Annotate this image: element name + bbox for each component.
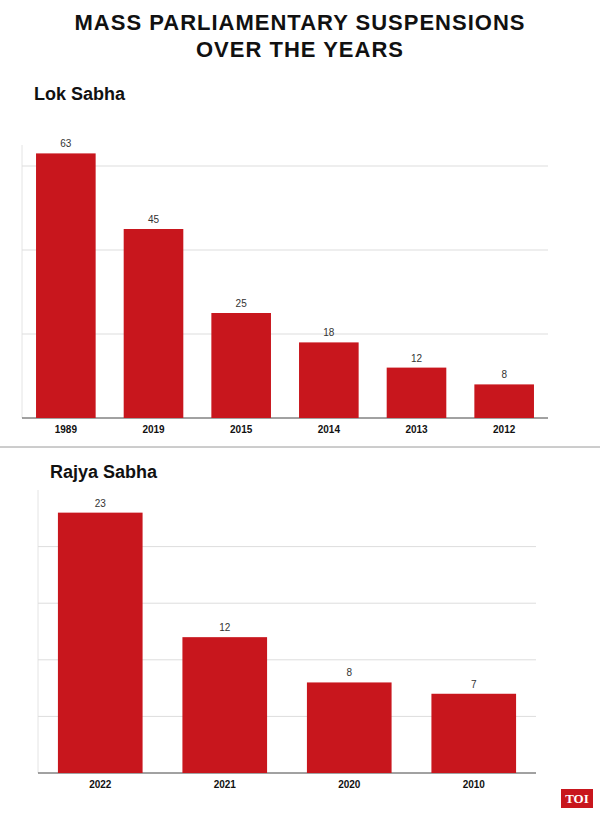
category-label: 1989 — [55, 424, 78, 435]
category-label: 2010 — [463, 779, 486, 790]
data-label: 12 — [219, 622, 231, 633]
logo: TOI — [565, 791, 589, 806]
bar — [58, 513, 143, 773]
category-label: 2012 — [493, 424, 516, 435]
grid-line — [22, 250, 548, 251]
data-label: 8 — [346, 667, 352, 678]
bar — [299, 342, 359, 418]
panel-title: Rajya Sabha — [50, 462, 158, 482]
bar — [474, 384, 534, 418]
panel: Rajya Sabha 23 2022 12 2021 8 2020 7 2010 — [38, 462, 536, 790]
logo-box — [561, 789, 593, 808]
chart-canvas: MASS PARLIAMENTARY SUSPENSIONSOVER THE Y… — [0, 0, 600, 813]
category-label: 2022 — [89, 779, 112, 790]
main-title-line: MASS PARLIAMENTARY SUSPENSIONS — [75, 10, 526, 35]
grid-line — [22, 166, 548, 167]
category-label: 2020 — [338, 779, 361, 790]
category-label: 2014 — [318, 424, 341, 435]
data-label: 8 — [501, 369, 507, 380]
baseline — [22, 418, 548, 419]
bar — [36, 153, 96, 418]
category-label: 2013 — [405, 424, 428, 435]
data-label: 7 — [471, 679, 477, 690]
data-label: 18 — [323, 327, 335, 338]
data-label: 23 — [95, 498, 107, 509]
data-label: 25 — [236, 298, 248, 309]
bar — [124, 229, 184, 418]
value-axis-line — [22, 145, 23, 418]
main-title: MASS PARLIAMENTARY SUSPENSIONSOVER THE Y… — [75, 10, 526, 62]
data-label: 12 — [411, 353, 423, 364]
category-label: 2021 — [214, 779, 237, 790]
panel-separator — [0, 447, 600, 448]
value-axis-line — [38, 490, 39, 773]
data-label: 45 — [148, 214, 160, 225]
bar — [307, 682, 392, 773]
bars — [36, 153, 534, 418]
bar — [387, 368, 447, 418]
bar — [431, 694, 516, 773]
category-label: 2015 — [230, 424, 253, 435]
main-title-line: OVER THE YEARS — [196, 37, 404, 62]
grid-line — [22, 334, 548, 335]
data-label: 63 — [60, 138, 72, 149]
category-label: 2019 — [142, 424, 165, 435]
bar — [211, 313, 271, 418]
bar — [182, 637, 267, 773]
panel: Lok Sabha 63 1989 45 2019 25 2015 18 2014 12 2013 8… — [22, 84, 548, 435]
panel-title: Lok Sabha — [34, 84, 126, 104]
bars — [58, 513, 516, 773]
